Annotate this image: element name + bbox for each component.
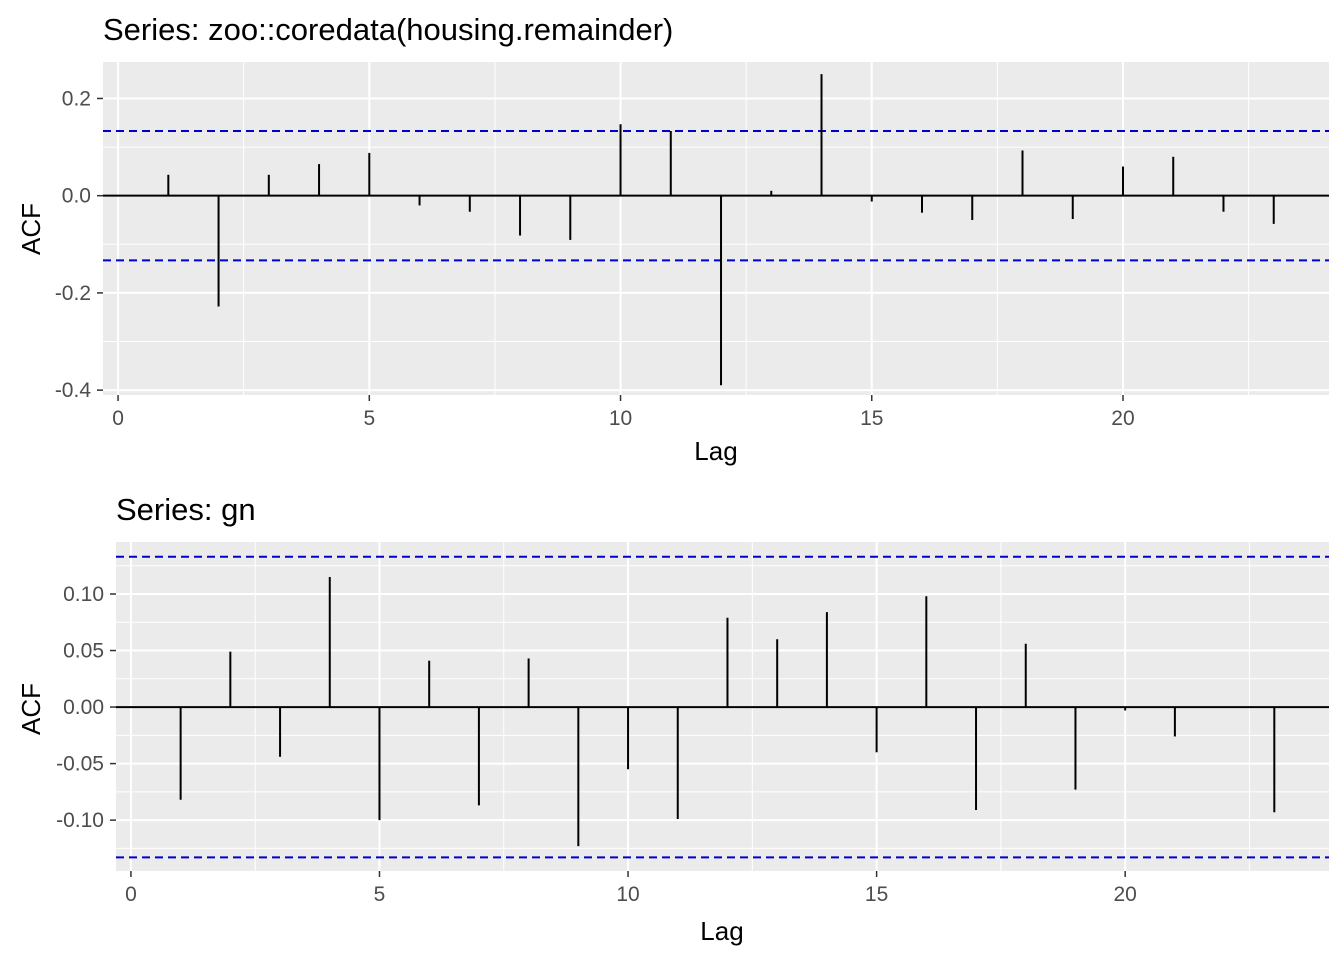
axes: 0.2 0.0 -0.2 -0.4 0 5 10 15 20: [55, 87, 1135, 430]
x-tick-label: 10: [609, 407, 632, 430]
acf-bars: [116, 577, 1329, 847]
x-tick-label: 0: [112, 407, 124, 430]
y-tick-label: 0.00: [63, 696, 104, 719]
confidence-bounds: [103, 130, 1329, 262]
y-tick-label: -0.05: [56, 753, 104, 776]
y-axis-label: ACF: [16, 683, 46, 735]
plot-panel: [103, 62, 1329, 395]
y-tick-label: 0.10: [63, 583, 104, 606]
y-tick-label: -0.4: [55, 379, 92, 402]
axes: 0.10 0.05 0.00 -0.05 -0.10 0 5 10 15 20: [56, 583, 1137, 906]
x-tick-label: 5: [363, 407, 375, 430]
acf-bars: [103, 74, 1329, 386]
chart-title: Series: zoo::coredata(housing.remainder): [103, 12, 673, 47]
confidence-bounds: [116, 555, 1329, 859]
x-tick-label: 20: [1111, 407, 1134, 430]
x-tick-label: 20: [1113, 883, 1136, 906]
y-tick-label: -0.10: [56, 809, 104, 832]
chart-title: Series: gn: [116, 492, 256, 527]
y-tick-label: -0.2: [55, 282, 91, 305]
x-tick-label: 15: [865, 883, 888, 906]
x-tick-label: 0: [125, 883, 137, 906]
x-tick-label: 5: [374, 883, 386, 906]
x-tick-label: 10: [616, 883, 639, 906]
x-axis-label: Lag: [694, 436, 737, 466]
y-axis-label: ACF: [16, 203, 46, 255]
acf-chart-gn: Series: gn 0.10 0.05 0.00 -0.05 -0.10 0 5 10 15 2…: [16, 492, 1329, 946]
y-tick-label: 0.0: [62, 185, 91, 208]
y-tick-label: 0.2: [62, 87, 91, 110]
acf-chart-housing-remainder: Series: zoo::coredata(housing.remainder)…: [16, 12, 1329, 466]
x-axis-label: Lag: [700, 916, 743, 946]
y-tick-label: 0.05: [63, 640, 104, 663]
x-tick-label: 15: [860, 407, 883, 430]
